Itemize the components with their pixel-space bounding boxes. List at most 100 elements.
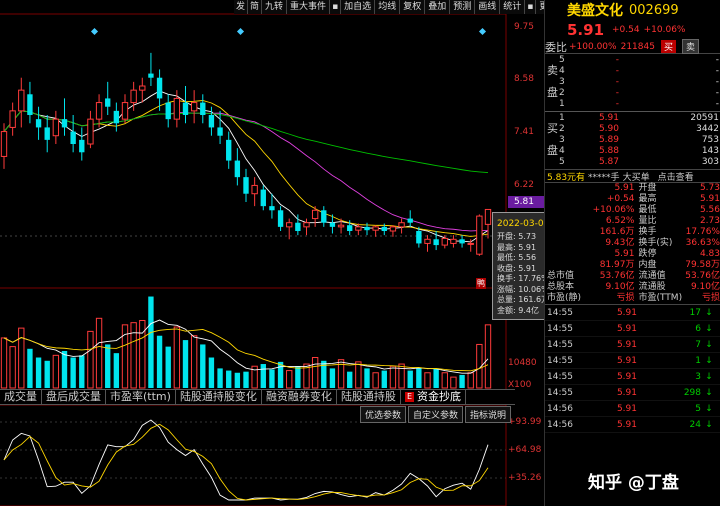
optimal-params-button[interactable]: 优选参数 — [360, 406, 407, 423]
event-diamond-icon — [478, 27, 487, 36]
tooltip-low: 最低: 5.56 — [497, 253, 537, 262]
stat-row: +10.06% 最低 5.56 — [545, 205, 720, 216]
volume-axis-label: 10480 — [508, 358, 537, 368]
volume-bar — [27, 348, 33, 388]
stat-label — [545, 194, 573, 205]
indicator-line — [3, 419, 489, 501]
tab-after-hours-volume[interactable]: 盘后成交量 — [42, 390, 106, 404]
ma-line — [3, 110, 489, 173]
tab-margin-change[interactable]: 融资融券变化 — [262, 390, 337, 404]
ask-level-row[interactable]: 2 - - — [559, 88, 720, 99]
tick-price: 5.91 — [616, 388, 637, 398]
tab-hk-connect-change[interactable]: 陆股通持股变化 — [176, 390, 262, 404]
volume-bar — [156, 335, 163, 388]
quote-panel: 美盛文化 002699 5.91 +0.54 +10.06% 委比 +100.0… — [544, 0, 720, 506]
indicator-help-button[interactable]: 指标说明 — [465, 406, 512, 423]
big-order-volume: *****手 — [588, 172, 620, 183]
stat-label: 换手 — [638, 227, 657, 237]
tab-volume[interactable]: 成交量 — [0, 390, 42, 404]
tick-volume: 24 — [689, 420, 701, 430]
tick-time: 14:55 — [547, 356, 573, 366]
level-price: - — [615, 77, 619, 87]
toolbar-item[interactable]: ▪ — [330, 0, 342, 14]
marker-badge[interactable]: 鸭 — [476, 278, 486, 289]
ask-level-row[interactable]: 4 - - — [559, 66, 720, 77]
candle-body — [200, 102, 206, 115]
level-price: - — [615, 55, 619, 65]
weibi-value: +100.00% — [569, 41, 617, 52]
candle-body — [381, 226, 387, 231]
volume-bar — [381, 370, 387, 388]
tick-time: 14:56 — [547, 404, 573, 414]
tooltip-date: 2022-03-07,一 — [497, 219, 562, 229]
bid-level-row[interactable]: 2 5.90 3442 — [559, 124, 720, 135]
tick-price: 5.91 — [616, 404, 637, 414]
toolbar-item[interactable]: 统计 — [500, 0, 526, 14]
candle-body — [321, 210, 327, 223]
ask-book: 卖 盘 5--4--3--2--1-- — [545, 54, 720, 111]
volume-bar — [337, 359, 345, 389]
toolbar-item[interactable]: 预测 — [450, 0, 476, 14]
level-number: 3 — [559, 135, 565, 145]
ask-level-row[interactable]: 3 - - — [559, 77, 720, 88]
level-number: 1 — [559, 113, 565, 123]
toolbar-item[interactable]: 画线 — [475, 0, 501, 14]
volume-bar — [407, 370, 413, 388]
volume-bar — [398, 363, 405, 389]
tick-price: 5.91 — [616, 372, 637, 382]
candle-body — [467, 242, 474, 245]
view-details-link[interactable]: 点击查看 — [657, 172, 694, 183]
bid-level-row[interactable]: 3 5.89 753 — [559, 135, 720, 146]
stat-value: 79.58万 — [685, 260, 720, 270]
bid-level-row[interactable]: 4 5.88 143 — [559, 146, 720, 157]
candle-body — [286, 222, 293, 228]
candle-body — [70, 131, 76, 144]
toolbar-item[interactable]: 九转 — [262, 0, 288, 14]
candle-body — [416, 231, 422, 244]
ask-level-row[interactable]: 5 - - — [559, 55, 720, 66]
level-price: 5.91 — [598, 113, 619, 123]
volume-bar — [9, 346, 16, 389]
toolbar-item[interactable]: 简 — [248, 0, 263, 14]
bid-level-row[interactable]: 1 5.91 20591 — [559, 113, 720, 124]
stat-value: 161.6万 — [599, 227, 635, 237]
toolbar-item[interactable]: ▪ — [525, 0, 537, 14]
toolbar-item[interactable]: 重大事件 — [287, 0, 331, 14]
ask-level-row[interactable]: 1 - - — [559, 99, 720, 110]
bid-level-row[interactable]: 5 5.87 303 — [559, 157, 720, 168]
kline-chart[interactable] — [0, 0, 544, 506]
custom-params-button[interactable]: 自定义参数 — [408, 406, 464, 423]
stat-value: 81.97万 — [599, 260, 635, 270]
toolbar-item[interactable]: 均线 — [375, 0, 401, 14]
candle-body — [190, 102, 198, 112]
bid-side-label: 盘 — [547, 144, 558, 157]
tab-fund-bottom[interactable]: E 资金抄底 — [401, 390, 466, 404]
toolbar-item[interactable]: 叠加 — [425, 0, 451, 14]
stat-value: 53.76亿 — [599, 271, 635, 281]
toolbar-item[interactable]: 复权 — [400, 0, 426, 14]
stats-table: 5.91 开盘 5.73 +0.54 最高 5.91 +10.06% 最低 5.56 6.52% 量… — [545, 183, 720, 304]
candle-body — [459, 239, 465, 244]
indicator-tabs: 成交量 盘后成交量 市盈率(ttm) 陆股通持股变化 融资融券变化 陆股通持股 … — [0, 389, 515, 405]
candle-body — [226, 139, 232, 161]
volume-bar — [165, 346, 171, 388]
toolbar-item[interactable]: 加自选 — [341, 0, 376, 14]
stat-label: 开盘 — [638, 183, 657, 193]
tick-price: 5.91 — [616, 420, 637, 430]
candle-body — [398, 222, 405, 228]
candle-body — [27, 94, 33, 115]
tab-hk-connect-holding[interactable]: 陆股通持股 — [337, 390, 401, 404]
sell-button[interactable]: 卖 — [681, 39, 699, 54]
volume-bar — [295, 366, 301, 388]
volume-bar — [182, 340, 189, 388]
volume-bar — [364, 368, 370, 388]
candle-body — [0, 131, 8, 157]
tab-pe-ttm[interactable]: 市盈率(ttm) — [106, 390, 176, 404]
level-price: 5.87 — [598, 157, 619, 167]
stock-title: 美盛文化 002699 — [545, 0, 720, 20]
stat-row: 161.6万 换手 17.76% — [545, 227, 720, 238]
toolbar-item[interactable]: 发 — [234, 0, 249, 14]
volume-bar — [243, 371, 249, 388]
buy-button[interactable]: 买 — [660, 40, 676, 53]
big-order-line[interactable]: 5.83元有 *****手 大买单 点击查看 — [545, 169, 720, 183]
